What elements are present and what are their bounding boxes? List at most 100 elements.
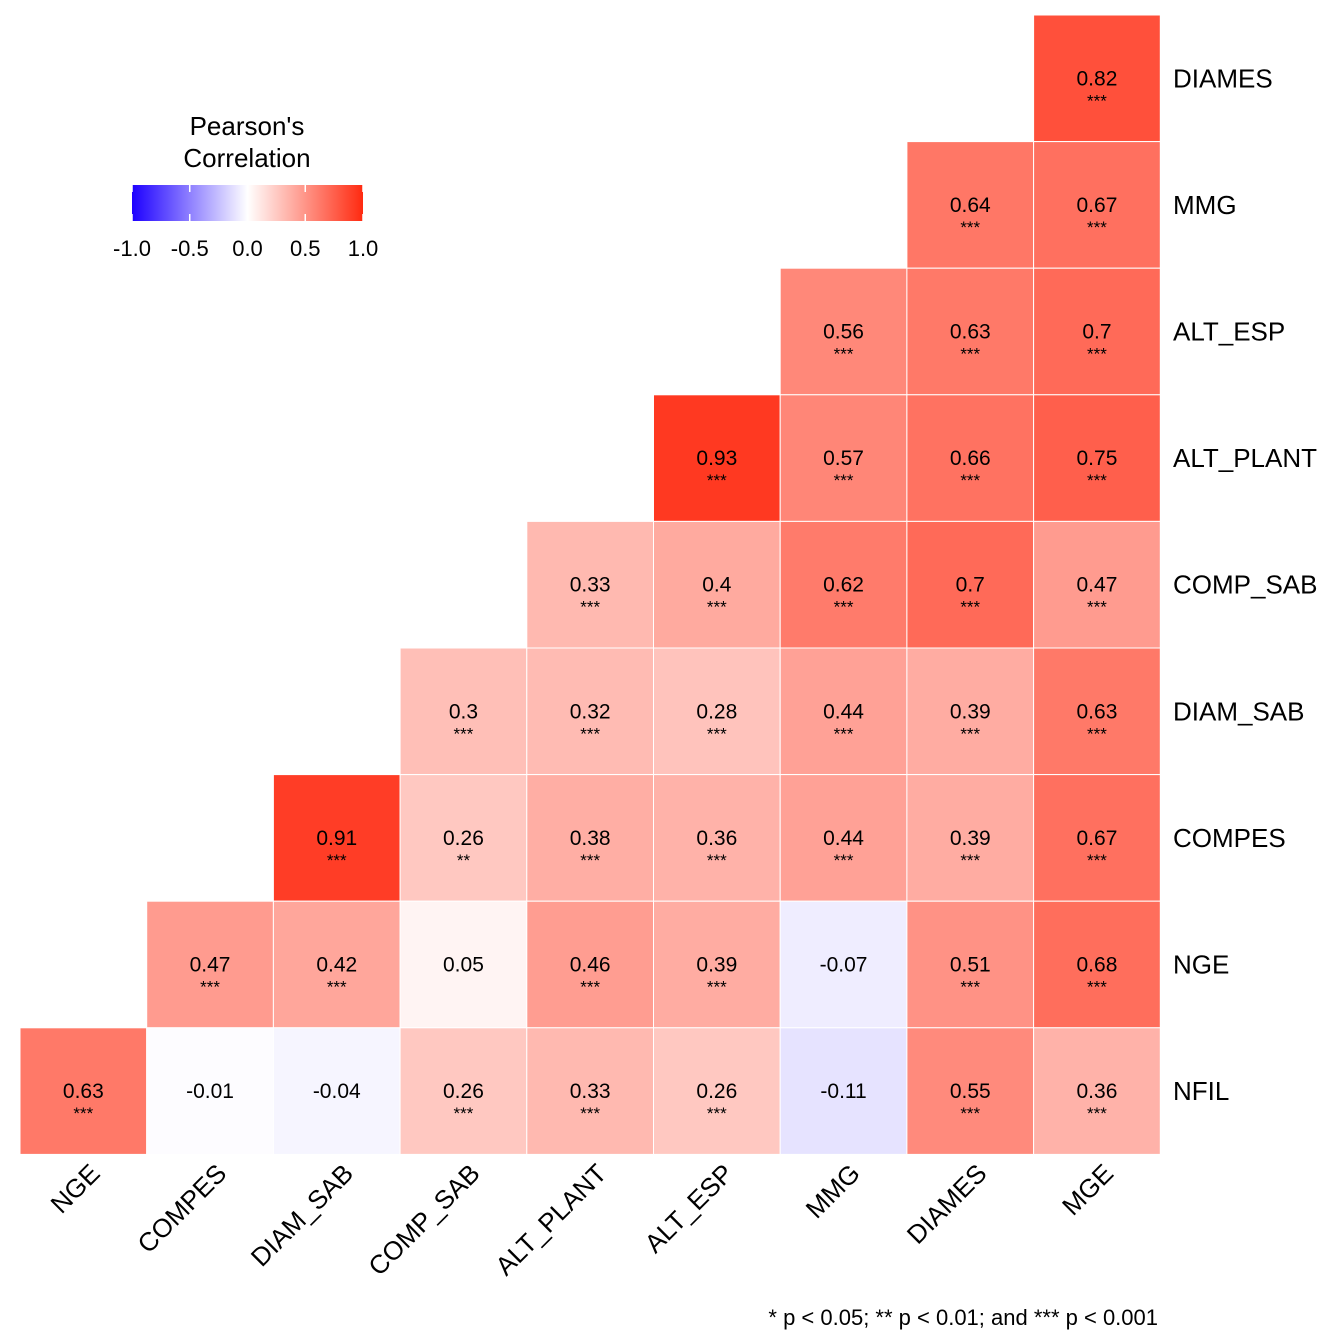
- heatmap-cell-fill: [906, 394, 1035, 522]
- row-label: MMG: [1173, 190, 1237, 220]
- heatmap-cell-fill: [1033, 900, 1161, 1029]
- cell-value-label: 0.26: [443, 1080, 484, 1103]
- heatmap-cell: 0.33***: [526, 520, 654, 649]
- cell-significance-label: ***: [707, 851, 727, 870]
- heatmap-cell-fill: [1033, 267, 1161, 396]
- heatmap-cell-fill: [779, 394, 908, 522]
- legend-title-line-1: Pearson's: [190, 111, 305, 141]
- cell-value-label: 0.47: [190, 954, 231, 977]
- heatmap-cell-fill: [1033, 520, 1161, 649]
- legend-tick-label: 0.5: [290, 236, 321, 261]
- cell-value-label: 0.28: [696, 700, 737, 723]
- cell-value-label: 0.46: [570, 954, 611, 977]
- legend-ticks: -1.0 -0.5 0.0 0.5 1.0: [113, 185, 378, 261]
- heatmap-cell-fill: [906, 647, 1035, 776]
- cell-significance-label: ***: [580, 978, 600, 997]
- cell-value-label: 0.47: [1077, 574, 1118, 597]
- heatmap-cell: 0.82***: [1033, 14, 1161, 143]
- cell-value-label: 0.44: [823, 700, 864, 723]
- cell-significance-label: ***: [834, 345, 854, 364]
- heatmap-cell: 0.7***: [906, 520, 1035, 649]
- heatmap-cell: 0.67***: [1033, 141, 1161, 269]
- heatmap-cell-fill: [399, 774, 528, 902]
- heatmap-cell-fill: [779, 267, 908, 396]
- cell-value-label: 0.36: [696, 827, 737, 850]
- heatmap-cell-fill: [779, 900, 908, 1029]
- column-label: NGE: [45, 1158, 106, 1219]
- cell-significance-label: ***: [1087, 345, 1107, 364]
- cell-value-label: 0.38: [570, 827, 611, 850]
- heatmap-cell-fill: [526, 1027, 654, 1155]
- heatmap-cell: 0.63***: [906, 267, 1035, 396]
- cell-significance-label: ***: [960, 851, 980, 870]
- column-label: DIAM_SAB: [245, 1158, 359, 1272]
- cell-significance-label: ***: [73, 1104, 93, 1123]
- row-label: COMP_SAB: [1173, 570, 1318, 600]
- cell-significance-label: ***: [960, 724, 980, 743]
- cell-significance-label: ***: [834, 598, 854, 617]
- heatmap-cell: 0.39***: [906, 774, 1035, 902]
- heatmap-cell: 0.51***: [906, 900, 1035, 1029]
- column-label: COMPES: [131, 1158, 232, 1259]
- heatmap-cell: 0.4***: [653, 520, 781, 649]
- cell-value-label: -0.11: [820, 1080, 866, 1103]
- cell-value-label: 0.3: [449, 700, 478, 723]
- cell-significance-label: ***: [1087, 724, 1107, 743]
- cell-value-label: 0.68: [1077, 954, 1118, 977]
- heatmap-cell-fill: [146, 1027, 274, 1155]
- legend-title-line-2: Correlation: [183, 143, 310, 173]
- cell-value-label: 0.91: [316, 827, 357, 850]
- heatmap-cell: -0.01: [146, 1027, 274, 1155]
- heatmap-cell: 0.44***: [779, 774, 908, 902]
- cell-significance-label: ***: [200, 978, 220, 997]
- heatmap-cell-fill: [906, 774, 1035, 902]
- heatmap-cell-fill: [906, 900, 1035, 1029]
- heatmap-cell-fill: [1033, 647, 1161, 776]
- significance-footnote: * p < 0.05; ** p < 0.01; and *** p < 0.0…: [768, 1305, 1158, 1330]
- heatmap-cell: 0.39***: [653, 900, 781, 1029]
- cell-value-label: 0.42: [316, 954, 357, 977]
- cell-significance-label: ***: [960, 978, 980, 997]
- cell-value-label: 0.39: [696, 954, 737, 977]
- cell-value-label: 0.55: [950, 1080, 991, 1103]
- heatmap-cell: 0.42***: [272, 900, 401, 1029]
- cell-significance-label: ***: [707, 724, 727, 743]
- row-label: ALT_PLANT: [1173, 443, 1317, 473]
- heatmap-cells: 0.82***0.64***0.67***0.56***0.63***0.7**…: [19, 14, 1161, 1155]
- cell-value-label: -0.07: [820, 954, 868, 977]
- heatmap-cell: 0.68***: [1033, 900, 1161, 1029]
- heatmap-cell-fill: [1033, 14, 1161, 143]
- cell-significance-label: ***: [707, 598, 727, 617]
- heatmap-cell: 0.63***: [1033, 647, 1161, 776]
- column-label: MGE: [1056, 1158, 1119, 1221]
- cell-value-label: 0.44: [823, 827, 864, 850]
- cell-significance-label: ***: [580, 724, 600, 743]
- cell-significance-label: ***: [327, 978, 347, 997]
- cell-value-label: -0.01: [186, 1080, 234, 1103]
- cell-value-label: 0.67: [1077, 827, 1118, 850]
- heatmap-cell: 0.64***: [906, 141, 1035, 269]
- heatmap-cell-fill: [19, 1027, 148, 1155]
- heatmap-cell: 0.39***: [906, 647, 1035, 776]
- cell-significance-label: ***: [960, 218, 980, 237]
- cell-value-label: 0.7: [1082, 321, 1111, 344]
- column-label: DIAMES: [901, 1158, 993, 1250]
- cell-significance-label: ***: [834, 471, 854, 490]
- cell-value-label: 0.63: [950, 321, 991, 344]
- cell-significance-label: ***: [1087, 91, 1107, 110]
- cell-significance-label: ***: [580, 1104, 600, 1123]
- heatmap-cell: 0.26**: [399, 774, 528, 902]
- cell-significance-label: ***: [327, 851, 347, 870]
- heatmap-cell: 0.36***: [1033, 1027, 1161, 1155]
- cell-value-label: 0.26: [696, 1080, 737, 1103]
- cell-significance-label: ***: [834, 851, 854, 870]
- heatmap-cell-fill: [526, 520, 654, 649]
- cell-value-label: 0.51: [950, 954, 991, 977]
- heatmap-cell: -0.04: [272, 1027, 401, 1155]
- heatmap-cell-fill: [906, 267, 1035, 396]
- heatmap-cell: 0.55***: [906, 1027, 1035, 1155]
- cell-significance-label: ***: [1087, 978, 1107, 997]
- row-label: NGE: [1173, 950, 1229, 980]
- cell-significance-label: ***: [960, 471, 980, 490]
- column-label: MMG: [800, 1158, 866, 1224]
